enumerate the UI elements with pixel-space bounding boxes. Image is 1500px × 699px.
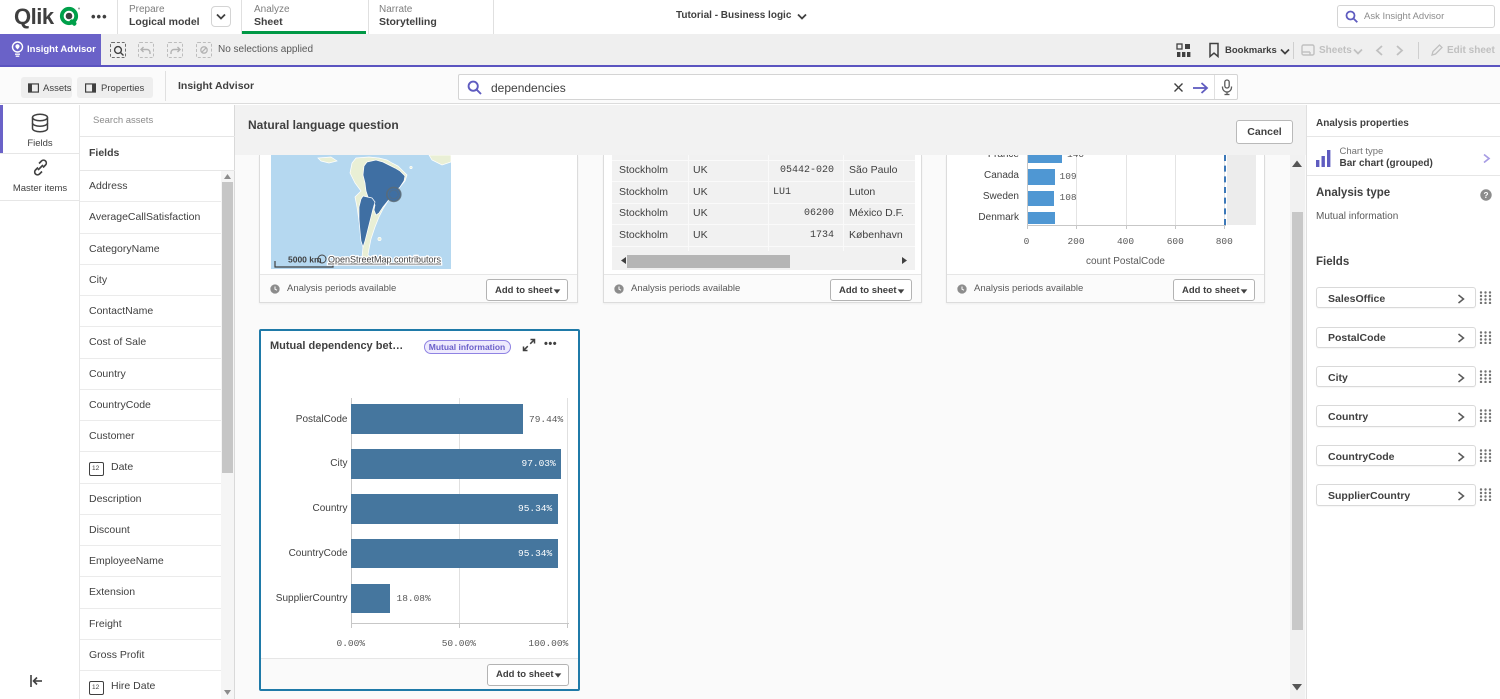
svg-text:OpenStreetMap contributors: OpenStreetMap contributors: [328, 255, 442, 265]
svg-text:?: ?: [1483, 191, 1488, 200]
svg-text:5000 km: 5000 km: [288, 255, 322, 265]
